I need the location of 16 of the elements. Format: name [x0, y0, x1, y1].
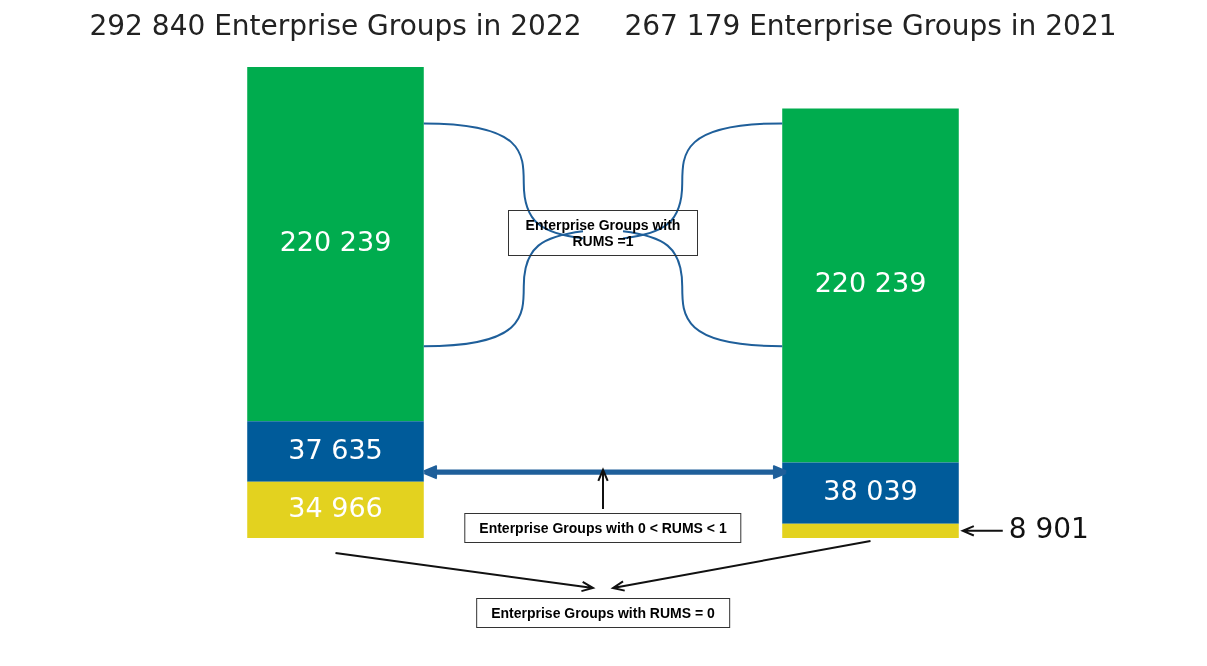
- data-label: 220 239: [814, 267, 927, 299]
- data-label: 38 039: [823, 475, 918, 507]
- bar: [782, 523, 959, 538]
- bar: [247, 421, 424, 482]
- x-tick-label: 292 840 Enterprise Groups in 2022: [89, 9, 582, 43]
- annotation: Enterprise Groups with 0 < RUMS < 1: [479, 520, 727, 536]
- text: Enterprise Groups with RUMS = 0: [491, 605, 715, 621]
- bar: [782, 462, 959, 524]
- bar: [247, 67, 424, 422]
- data-label: 220 239: [279, 226, 392, 258]
- x-tick-label: 267 179 Enterprise Groups in 2021: [624, 9, 1117, 43]
- data-label: 34 966: [288, 491, 383, 523]
- bar: [782, 108, 959, 463]
- data-label: 8 901: [1008, 512, 1089, 546]
- bar: [247, 481, 424, 538]
- data-label: 37 635: [288, 433, 383, 465]
